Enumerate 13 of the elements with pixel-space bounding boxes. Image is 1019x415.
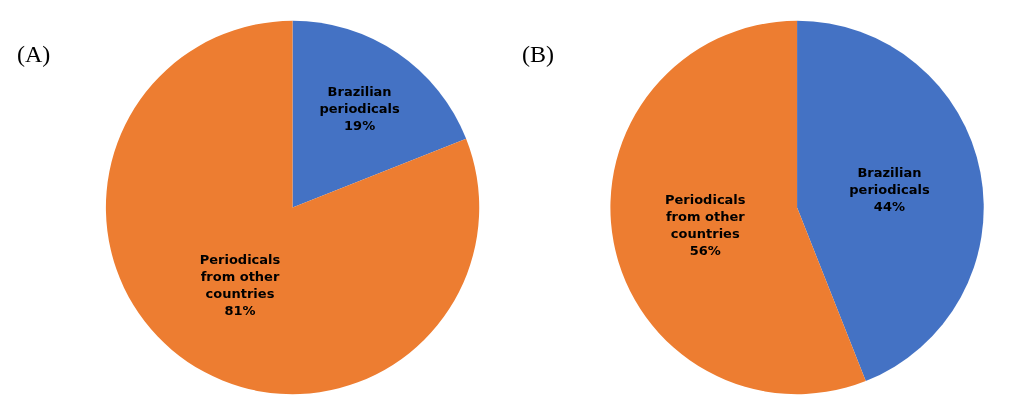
text: (B) (522, 41, 554, 67)
pie-slice (797, 20, 984, 382)
slice-label: Periodicals from other countries (664, 192, 746, 241)
pie-slice (106, 20, 480, 395)
slice-label: Brazilian periodicals (319, 84, 401, 117)
data-label: 19% (344, 118, 376, 134)
text: (A) (17, 41, 51, 67)
data-label: 81% (224, 302, 256, 318)
pie-slice (292, 20, 467, 208)
slice-label: Periodicals from other countries (199, 251, 281, 301)
slice-label: Brazilian periodicals (849, 165, 930, 198)
data-label: 56% (689, 242, 721, 258)
data-label: 44% (873, 199, 905, 215)
